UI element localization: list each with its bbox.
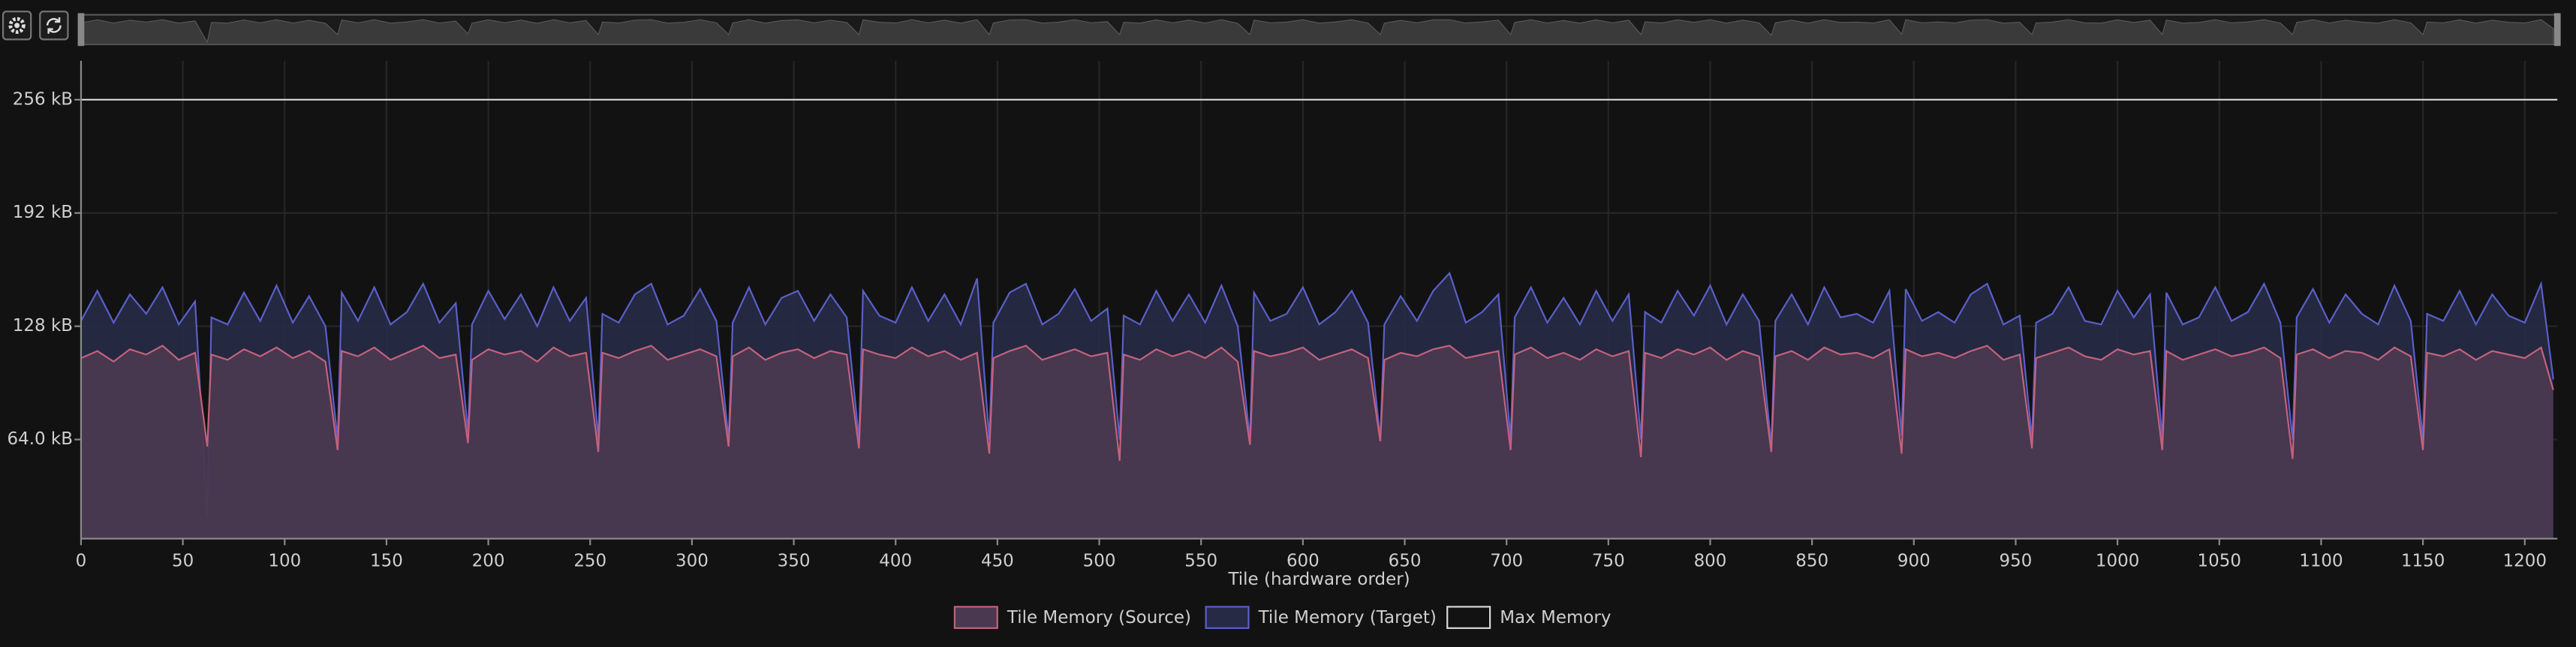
overview-area (80, 19, 2554, 45)
overview-handle (77, 13, 85, 47)
x-tick-label: 0 (76, 552, 87, 571)
legend-swatch (953, 606, 998, 629)
x-tick-label: 800 (1694, 552, 1727, 571)
settings-button[interactable] (2, 11, 32, 41)
x-tick-label: 750 (1592, 552, 1625, 571)
x-tick-label: 1200 (2503, 552, 2547, 571)
x-tick-label: 200 (472, 552, 505, 571)
x-tick-label: 50 (172, 552, 194, 571)
x-tick-label: 950 (2000, 552, 2033, 571)
overview-handle (2553, 13, 2561, 47)
y-tick-label: 64.0 kB (7, 429, 73, 449)
x-tick-label: 650 (1389, 552, 1422, 571)
x-tick-label: 400 (879, 552, 912, 571)
line (80, 271, 2554, 518)
y-tick-label: 128 kB (13, 316, 73, 336)
legend-swatch (1205, 606, 1250, 629)
line (80, 345, 2554, 461)
x-tick-label: 350 (778, 552, 811, 571)
x-tick-label: 300 (676, 552, 709, 571)
legend: Tile Memory (Source) Tile Memory (Target)… (953, 606, 1611, 629)
legend-label: Tile Memory (Target) (1258, 608, 1437, 627)
x-axis-title: Tile (hardware order) (1227, 570, 1410, 589)
x-tick-label: 450 (981, 552, 1014, 571)
y-tick-label: 192 kB (13, 203, 73, 222)
x-tick-label: 1150 (2401, 552, 2445, 571)
x-tick-label: 700 (1490, 552, 1523, 571)
x-tick-label: 900 (1897, 552, 1930, 571)
legend-label: Max Memory (1500, 608, 1611, 627)
x-tick-label: 850 (1795, 552, 1828, 571)
x-tick-label: 250 (573, 552, 606, 571)
legend-label: Tile Memory (Source) (1007, 608, 1191, 627)
x-tick-label: 1100 (2299, 552, 2343, 571)
y-tick-label: 256 kB (13, 89, 73, 109)
x-tick-label: 500 (1083, 552, 1116, 571)
legend-swatch (1446, 606, 1491, 629)
axis-labels: 64.0 kB 128 kB 192 kB 256 kB 0 50 100 150 200 250… (7, 89, 2547, 570)
x-tick-label: 150 (370, 552, 403, 571)
refresh-button[interactable] (39, 11, 69, 41)
plot (80, 98, 2558, 539)
x-tick-label: 1000 (2096, 552, 2139, 571)
area (80, 345, 2553, 539)
x-tick-label: 550 (1184, 552, 1217, 571)
x-tick-label: 600 (1286, 552, 1320, 571)
x-tick-label: 100 (268, 552, 301, 571)
overview (77, 13, 2561, 47)
x-tick-label: 1050 (2198, 552, 2241, 571)
